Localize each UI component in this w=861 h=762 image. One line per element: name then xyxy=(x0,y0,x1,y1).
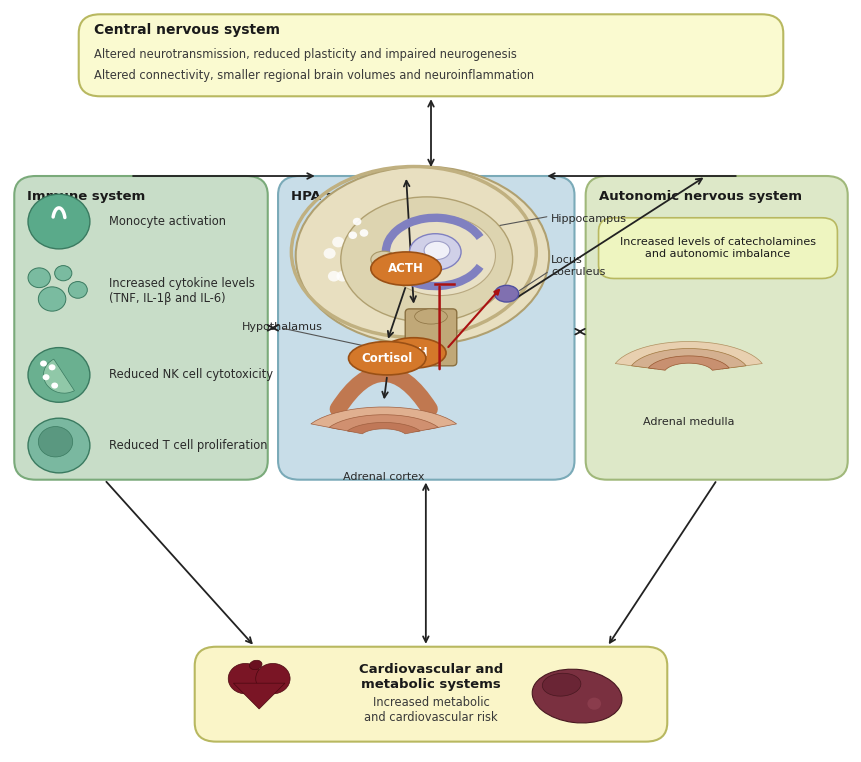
Text: Altered neurotransmission, reduced plasticity and impaired neurogenesis: Altered neurotransmission, reduced plast… xyxy=(94,48,517,61)
Text: Increased cytokine levels
(TNF, IL-1β and IL-6): Increased cytokine levels (TNF, IL-1β an… xyxy=(108,277,254,306)
Polygon shape xyxy=(615,341,761,367)
Ellipse shape xyxy=(249,660,262,670)
Circle shape xyxy=(38,287,65,311)
FancyBboxPatch shape xyxy=(405,309,456,366)
FancyBboxPatch shape xyxy=(78,14,783,96)
Ellipse shape xyxy=(424,242,449,260)
Text: Monocyte activation: Monocyte activation xyxy=(108,215,226,228)
Circle shape xyxy=(323,248,335,259)
Text: ACTH: ACTH xyxy=(387,262,424,275)
Ellipse shape xyxy=(340,209,374,250)
Ellipse shape xyxy=(381,338,445,368)
Text: Adrenal cortex: Adrenal cortex xyxy=(343,472,424,482)
Text: Hypothalamus: Hypothalamus xyxy=(242,322,323,332)
Polygon shape xyxy=(233,684,285,709)
Circle shape xyxy=(51,383,58,389)
Polygon shape xyxy=(647,356,728,370)
Circle shape xyxy=(336,271,348,281)
Text: Altered connectivity, smaller regional brain volumes and neuroinflammation: Altered connectivity, smaller regional b… xyxy=(94,69,534,82)
Text: HPA axis: HPA axis xyxy=(291,190,355,203)
FancyArrowPatch shape xyxy=(338,373,429,409)
Ellipse shape xyxy=(414,309,447,324)
FancyBboxPatch shape xyxy=(598,218,836,278)
Text: Central nervous system: Central nervous system xyxy=(94,24,280,37)
Circle shape xyxy=(340,256,352,267)
Text: Reduced T cell proliferation: Reduced T cell proliferation xyxy=(108,439,267,452)
Wedge shape xyxy=(43,359,74,393)
FancyBboxPatch shape xyxy=(585,176,846,480)
Text: Pituitary: Pituitary xyxy=(314,297,361,307)
Ellipse shape xyxy=(348,341,425,375)
Text: Increased levels of catecholamines
and autonomic imbalance: Increased levels of catecholamines and a… xyxy=(619,237,815,259)
Text: Reduced NK cell cytotoxicity: Reduced NK cell cytotoxicity xyxy=(108,368,272,382)
Circle shape xyxy=(256,664,290,693)
Text: Locus
coeruleus: Locus coeruleus xyxy=(551,255,605,277)
Circle shape xyxy=(28,418,90,473)
Circle shape xyxy=(28,347,90,402)
Ellipse shape xyxy=(383,216,495,296)
Circle shape xyxy=(228,664,263,693)
Text: Cardiovascular and
metabolic systems: Cardiovascular and metabolic systems xyxy=(358,664,503,691)
FancyBboxPatch shape xyxy=(15,176,268,480)
Circle shape xyxy=(48,364,55,370)
Ellipse shape xyxy=(494,285,518,302)
Text: Hippocampus: Hippocampus xyxy=(551,213,627,223)
Ellipse shape xyxy=(310,226,366,290)
Circle shape xyxy=(352,218,361,226)
Polygon shape xyxy=(311,407,456,430)
Ellipse shape xyxy=(340,197,512,322)
Text: Adrenal medulla: Adrenal medulla xyxy=(642,417,734,427)
Circle shape xyxy=(54,266,71,280)
Ellipse shape xyxy=(370,251,396,268)
Text: CRH: CRH xyxy=(400,347,427,360)
Polygon shape xyxy=(347,422,419,434)
Ellipse shape xyxy=(531,669,622,723)
Ellipse shape xyxy=(409,234,461,271)
Circle shape xyxy=(359,229,368,237)
FancyBboxPatch shape xyxy=(195,647,666,741)
Circle shape xyxy=(68,281,87,298)
FancyBboxPatch shape xyxy=(278,176,573,480)
Circle shape xyxy=(42,374,49,380)
Ellipse shape xyxy=(542,674,580,696)
Text: Immune system: Immune system xyxy=(28,190,146,203)
Text: Autonomic nervous system: Autonomic nervous system xyxy=(598,190,801,203)
Text: Cortisol: Cortisol xyxy=(361,352,412,365)
Circle shape xyxy=(331,237,344,248)
Circle shape xyxy=(28,194,90,249)
Circle shape xyxy=(348,232,356,239)
Circle shape xyxy=(327,271,339,281)
Circle shape xyxy=(586,697,600,709)
Polygon shape xyxy=(630,348,746,369)
Text: Impaired
feedback
regulation: Impaired feedback regulation xyxy=(480,252,537,285)
Text: Increased metabolic
and cardiovascular risk: Increased metabolic and cardiovascular r… xyxy=(363,696,498,724)
Ellipse shape xyxy=(370,252,441,285)
Circle shape xyxy=(40,360,46,367)
Circle shape xyxy=(38,427,72,457)
Polygon shape xyxy=(329,415,438,432)
Ellipse shape xyxy=(295,167,548,345)
Circle shape xyxy=(28,268,50,287)
